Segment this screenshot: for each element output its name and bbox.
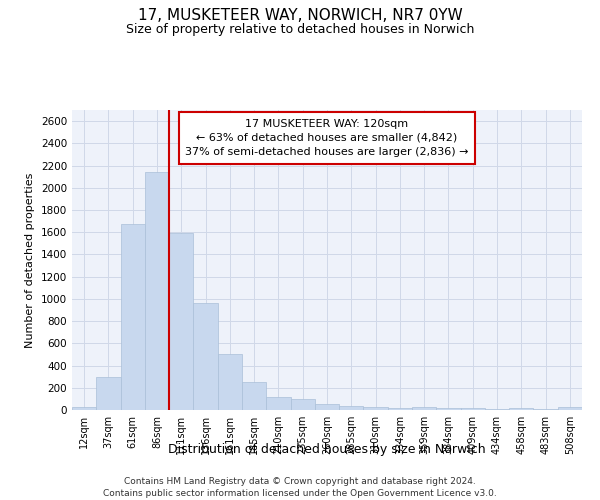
Bar [315,404,339,410]
Bar [461,408,485,410]
Bar [145,172,169,410]
Bar [169,233,193,410]
Bar [96,376,121,410]
Bar [290,399,315,410]
Bar [266,396,290,410]
Text: 17, MUSKETEER WAY, NORWICH, NR7 0YW: 17, MUSKETEER WAY, NORWICH, NR7 0YW [137,8,463,22]
Bar [193,304,218,410]
Bar [364,407,388,410]
Y-axis label: Number of detached properties: Number of detached properties [25,172,35,348]
Bar [509,408,533,410]
Bar [558,407,582,410]
Text: Contains HM Land Registry data © Crown copyright and database right 2024.: Contains HM Land Registry data © Crown c… [124,478,476,486]
Bar [72,407,96,410]
Bar [242,382,266,410]
Text: Distribution of detached houses by size in Norwich: Distribution of detached houses by size … [168,442,486,456]
Bar [121,224,145,410]
Bar [388,408,412,410]
Bar [218,354,242,410]
Bar [436,408,461,410]
Text: Size of property relative to detached houses in Norwich: Size of property relative to detached ho… [126,22,474,36]
Bar [412,406,436,410]
Text: 17 MUSKETEER WAY: 120sqm
← 63% of detached houses are smaller (4,842)
37% of sem: 17 MUSKETEER WAY: 120sqm ← 63% of detach… [185,119,469,157]
Bar [339,406,364,410]
Text: Contains public sector information licensed under the Open Government Licence v3: Contains public sector information licen… [103,489,497,498]
